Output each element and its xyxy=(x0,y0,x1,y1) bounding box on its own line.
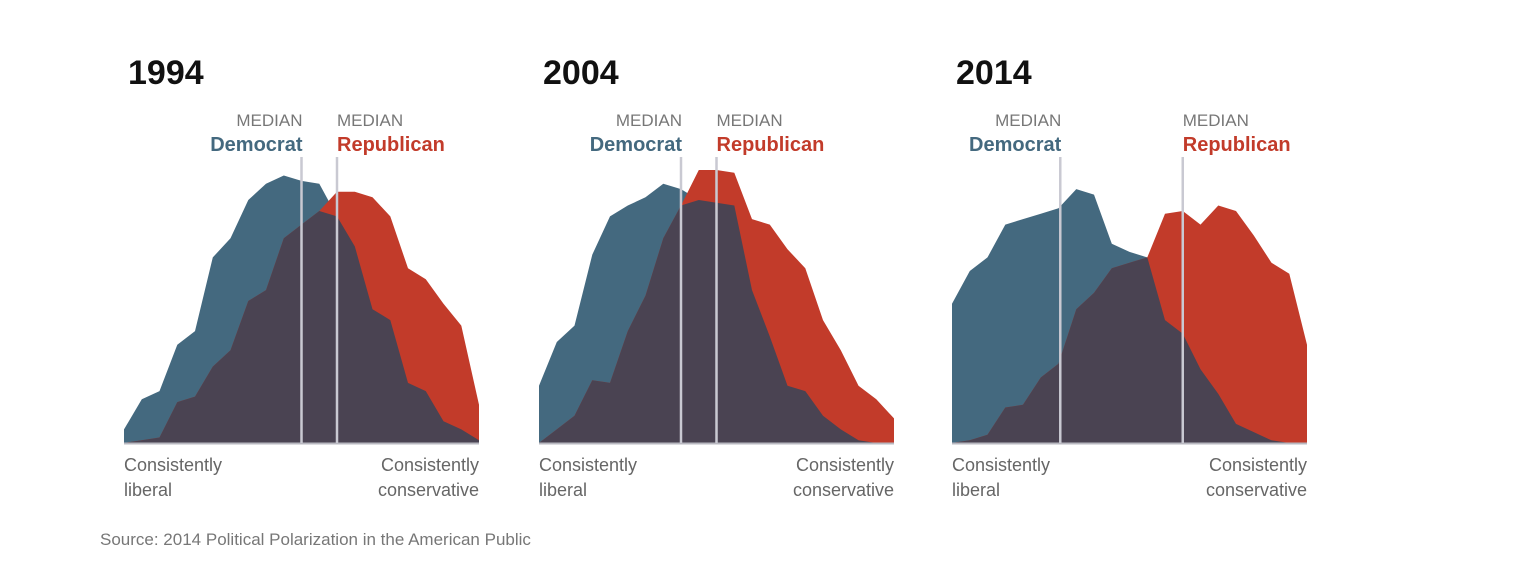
median-label: MEDIAN xyxy=(337,111,403,130)
axis-label-liberal: Consistently xyxy=(124,455,222,475)
party-label-democrat: Democrat xyxy=(969,134,1062,156)
axis-label-conservative: Consistently xyxy=(381,455,479,475)
axis-label-conservative: conservative xyxy=(1206,480,1307,500)
party-label-democrat: Democrat xyxy=(210,134,303,156)
panel-title: 2014 xyxy=(956,54,1032,92)
axis-label-conservative: conservative xyxy=(378,480,479,500)
axis-label-liberal: Consistently xyxy=(539,455,637,475)
median-label: MEDIAN xyxy=(1183,111,1249,130)
overlap-area xyxy=(952,257,1307,443)
axis-label-conservative: Consistently xyxy=(796,455,894,475)
panel-title: 1994 xyxy=(128,54,204,92)
axis-label-liberal: liberal xyxy=(539,480,587,500)
median-label: MEDIAN xyxy=(616,111,682,130)
party-label-republican: Republican xyxy=(717,134,825,156)
axis-label-liberal: liberal xyxy=(952,480,1000,500)
party-label-democrat: Democrat xyxy=(590,134,683,156)
panel-1994: 1994 MEDIAN Democrat MEDIAN Republican Consis… xyxy=(124,54,479,500)
source-note: Source: 2014 Political Polarization in t… xyxy=(100,530,531,549)
median-label: MEDIAN xyxy=(995,111,1061,130)
median-label: MEDIAN xyxy=(717,111,783,130)
median-label: MEDIAN xyxy=(236,111,302,130)
party-label-republican: Republican xyxy=(1183,134,1291,156)
panel-title: 2004 xyxy=(543,54,619,92)
panel-2014: 2014 MEDIAN Democrat MEDIAN Republican Consis… xyxy=(952,54,1307,500)
axis-label-conservative: Consistently xyxy=(1209,455,1307,475)
party-label-republican: Republican xyxy=(337,134,445,156)
axis-label-liberal: liberal xyxy=(124,480,172,500)
axis-label-conservative: conservative xyxy=(793,480,894,500)
panel-2004: 2004 MEDIAN Democrat MEDIAN Republican Consis… xyxy=(539,54,894,500)
axis-label-liberal: Consistently xyxy=(952,455,1050,475)
